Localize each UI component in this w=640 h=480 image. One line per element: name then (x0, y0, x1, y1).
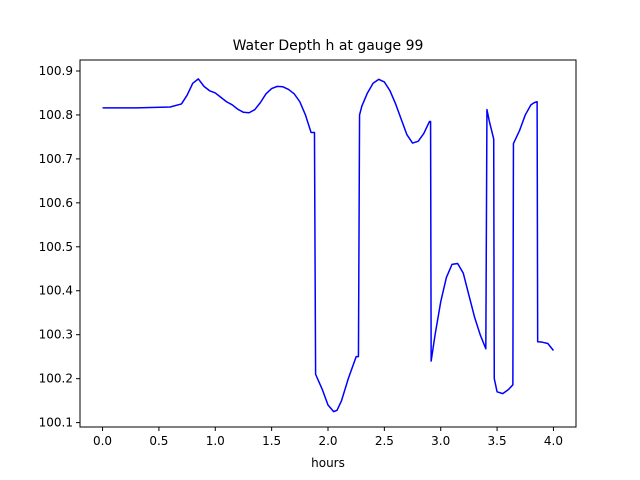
x-tick-label: 3.5 (488, 434, 507, 448)
x-tick-label: 0.5 (149, 434, 168, 448)
y-tick-label: 100.3 (39, 328, 73, 342)
y-tick-label: 100.6 (39, 196, 73, 210)
x-tick-label: 3.0 (431, 434, 450, 448)
y-tick-label: 100.9 (39, 64, 73, 78)
x-tick-label: 4.0 (544, 434, 563, 448)
chart-title: Water Depth h at gauge 99 (233, 38, 424, 54)
y-tick-label: 100.5 (39, 240, 73, 254)
x-axis: 0.0 0.5 1.0 1.5 2.0 2.5 3.0 3.5 4.0 (93, 427, 563, 448)
y-tick-label: 100.7 (39, 152, 73, 166)
y-tick-label: 100.2 (39, 372, 73, 386)
x-tick-label: 2.0 (318, 434, 337, 448)
x-tick-label: 1.0 (206, 434, 225, 448)
y-tick-label: 100.4 (39, 284, 73, 298)
x-tick-label: 2.5 (375, 434, 394, 448)
series-line-1 (102, 78, 555, 413)
x-tick-label: 0.0 (93, 434, 112, 448)
x-axis-label: hours (311, 456, 345, 470)
y-tick-label: 100.1 (39, 416, 73, 430)
y-tick-label: 100.8 (39, 108, 73, 122)
x-tick-label: 1.5 (262, 434, 281, 448)
y-axis: 100.1 100.2 100.3 100.4 100.5 100.6 100.7 100.8… (39, 64, 80, 430)
